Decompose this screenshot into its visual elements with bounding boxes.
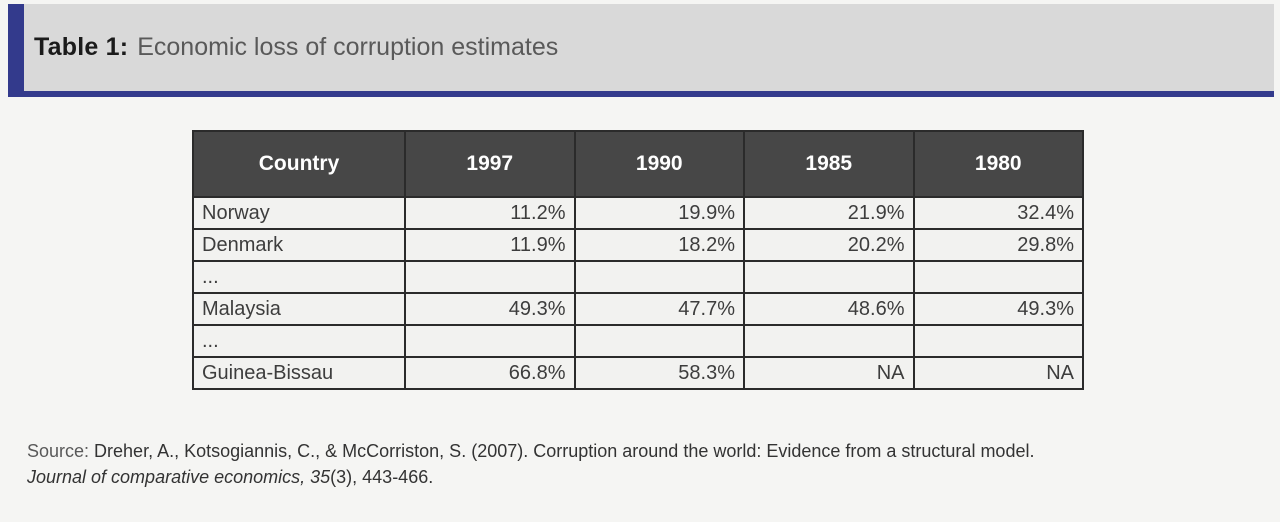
value-cell <box>912 260 1084 294</box>
source-citation-end: (3), 443-466. <box>330 467 434 487</box>
value-cell: 32.4% <box>912 196 1084 230</box>
value-cell: 47.7% <box>573 292 745 326</box>
value-cell: 21.9% <box>743 196 915 230</box>
column-header: 1985 <box>743 130 915 198</box>
column-header: 1980 <box>912 130 1084 198</box>
estimates-table: Country 1997 1990 1985 1980 Norway 11.2% 19.9%… <box>192 130 1084 390</box>
table-number-label: Table 1: <box>34 33 129 61</box>
table-row: Norway 11.2% 19.9% 21.9% 32.4% <box>192 196 1084 230</box>
table-body: Norway 11.2% 19.9% 21.9% 32.4% Denmark 11.9% 18… <box>192 196 1084 390</box>
table-title-text: Economic loss of corruption estimates <box>137 33 559 61</box>
table-header-row: Country 1997 1990 1985 1980 <box>192 130 1084 198</box>
value-cell: 48.6% <box>743 292 915 326</box>
table-row: Denmark 11.9% 18.2% 20.2% 29.8% <box>192 228 1084 262</box>
country-cell: ... <box>192 324 406 358</box>
value-cell <box>573 260 745 294</box>
source-journal-italic: Journal of comparative economics, 35 <box>27 467 331 487</box>
value-cell: 20.2% <box>743 228 915 262</box>
country-cell: Guinea-Bissau <box>192 356 406 390</box>
value-cell <box>743 260 915 294</box>
value-cell: 66.8% <box>404 356 576 390</box>
value-cell: 11.9% <box>404 228 576 262</box>
country-cell: Malaysia <box>192 292 406 326</box>
title-band: Table 1: Economic loss of corruption est… <box>8 4 1274 97</box>
value-cell: NA <box>912 356 1084 390</box>
value-cell: 18.2% <box>573 228 745 262</box>
value-cell: 49.3% <box>912 292 1084 326</box>
value-cell: 29.8% <box>912 228 1084 262</box>
column-header: 1997 <box>404 130 576 198</box>
column-header: Country <box>192 130 406 198</box>
table-row: Malaysia 49.3% 47.7% 48.6% 49.3% <box>192 292 1084 326</box>
source-note: Source: Dreher, A., Kotsogiannis, C., & … <box>27 438 1093 490</box>
value-cell <box>404 260 576 294</box>
source-citation-start: Dreher, A., Kotsogiannis, C., & McCorris… <box>94 441 1035 461</box>
value-cell <box>573 324 745 358</box>
column-header: 1990 <box>573 130 745 198</box>
value-cell <box>404 324 576 358</box>
table-row: Guinea-Bissau 66.8% 58.3% NA NA <box>192 356 1084 390</box>
table-row: ... <box>192 260 1084 294</box>
value-cell: 58.3% <box>573 356 745 390</box>
country-cell: Denmark <box>192 228 406 262</box>
value-cell: 11.2% <box>404 196 576 230</box>
source-label: Source: <box>27 441 95 461</box>
country-cell: ... <box>192 260 406 294</box>
country-cell: Norway <box>192 196 406 230</box>
value-cell: 19.9% <box>573 196 745 230</box>
table-row: ... <box>192 324 1084 358</box>
value-cell: 49.3% <box>404 292 576 326</box>
value-cell: NA <box>743 356 915 390</box>
value-cell <box>743 324 915 358</box>
value-cell <box>912 324 1084 358</box>
